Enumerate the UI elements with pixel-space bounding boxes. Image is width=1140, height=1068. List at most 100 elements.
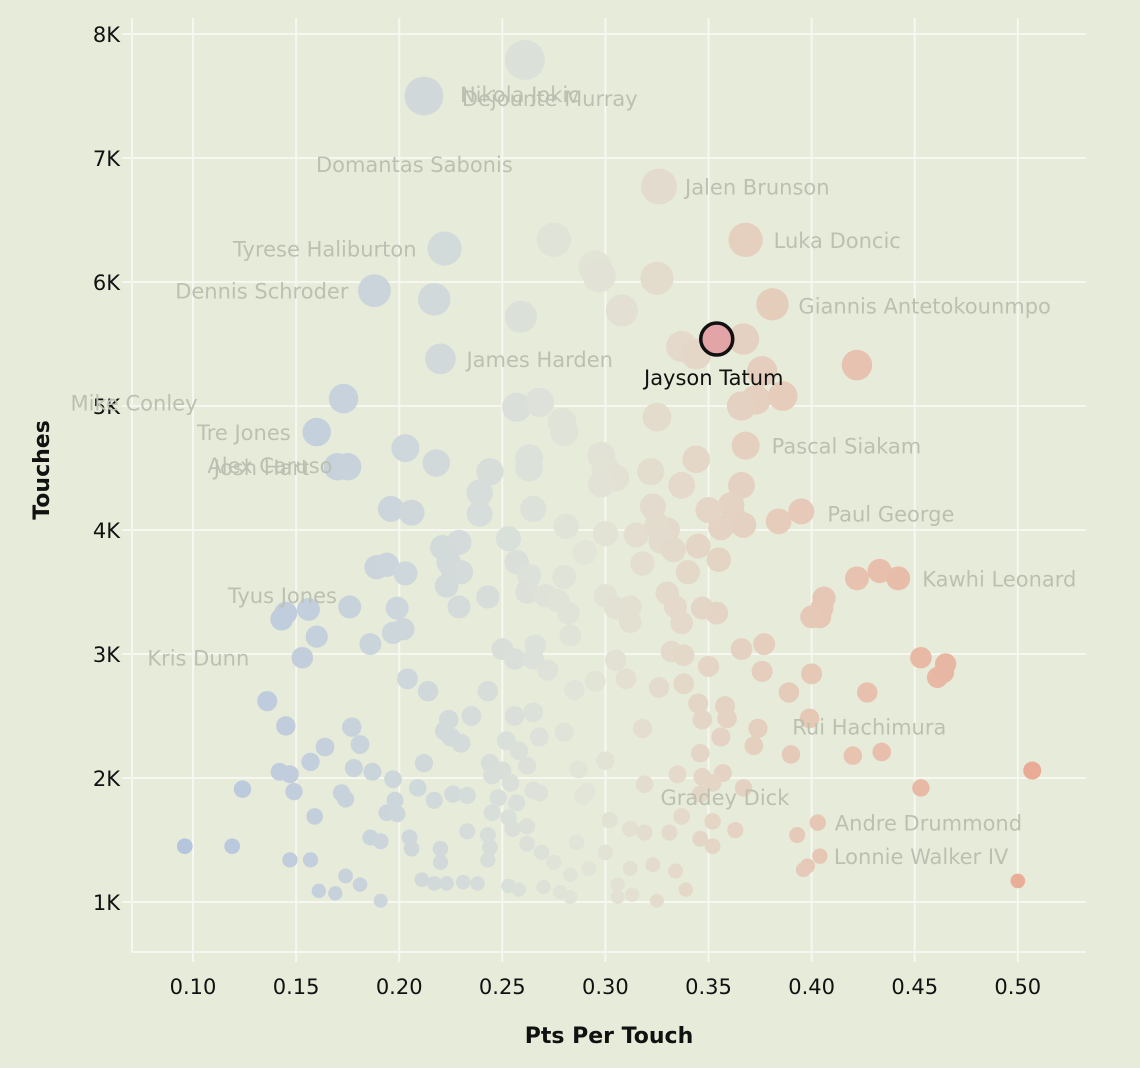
- point-label: Domantas Sabonis: [316, 153, 513, 177]
- data-point: [645, 857, 661, 873]
- data-point: [582, 259, 616, 293]
- data-point: [403, 840, 420, 857]
- data-point: [502, 392, 532, 422]
- data-point: [374, 552, 400, 577]
- data-point: [843, 746, 863, 765]
- data-point: [476, 585, 500, 609]
- data-point: [522, 648, 544, 670]
- data-point: [470, 876, 485, 891]
- data-point: [518, 818, 536, 835]
- data-point: [795, 862, 811, 878]
- data-point: [520, 495, 547, 522]
- data-point: [726, 391, 757, 421]
- data-point: [480, 852, 496, 868]
- data-point: [495, 526, 522, 552]
- data-point: [280, 765, 299, 784]
- point-label: Andre Drummond: [835, 812, 1022, 836]
- data-point: [344, 759, 363, 778]
- data-point: [233, 780, 252, 798]
- x-tick-label: 0.15: [273, 975, 320, 999]
- data-point: [483, 804, 501, 822]
- data-point: [455, 874, 471, 890]
- data-point: [730, 512, 757, 538]
- data-point: [276, 716, 296, 736]
- y-tick-label: 8K: [93, 23, 121, 47]
- x-tick-label: 0.10: [170, 975, 217, 999]
- data-point: [511, 882, 526, 897]
- data-point: [328, 886, 343, 901]
- data-point: [592, 521, 619, 547]
- point-label: Giannis Antetokounmpo: [798, 294, 1050, 318]
- data-point: [328, 383, 359, 414]
- data-point: [637, 458, 665, 486]
- data-point: [563, 889, 578, 905]
- data-point: [697, 655, 720, 678]
- y-axis-ticks: 1K 2K 3K 4K 5K 6K 7K 8K: [93, 23, 121, 915]
- data-point: [536, 222, 572, 258]
- data-point: [338, 595, 362, 619]
- data-point: [801, 663, 823, 685]
- data-point: [604, 649, 627, 671]
- data-point: [291, 646, 314, 669]
- data-point: [556, 601, 580, 625]
- data-point: [257, 691, 278, 712]
- data-point: [717, 708, 737, 729]
- data-point: [285, 782, 303, 801]
- data-point: [867, 558, 892, 584]
- x-tick-label: 0.25: [479, 975, 526, 999]
- data-point: [537, 659, 559, 681]
- data-point: [562, 867, 578, 883]
- data-point: [517, 756, 537, 775]
- data-point: [704, 838, 721, 855]
- data-point: [391, 434, 420, 463]
- data-point: [444, 785, 462, 803]
- data-point: [569, 760, 588, 779]
- point-label: Tyus Jones: [227, 584, 337, 608]
- data-point: [587, 470, 615, 498]
- data-point: [306, 808, 323, 825]
- point-label: Paul George: [827, 502, 954, 526]
- data-point: [447, 595, 471, 619]
- data-point: [661, 537, 686, 563]
- data-point: [1010, 873, 1026, 889]
- data-point: [282, 852, 298, 868]
- data-point: [439, 876, 454, 891]
- data-point: [483, 766, 501, 785]
- data-point: [270, 607, 294, 631]
- data-point: [434, 573, 459, 598]
- data-point: [727, 323, 760, 355]
- data-point: [505, 40, 545, 81]
- data-point: [441, 727, 461, 747]
- data-point: [519, 835, 535, 852]
- data-point: [744, 736, 764, 756]
- data-point: [601, 811, 618, 829]
- data-point: [728, 471, 755, 499]
- x-tick-label: 0.45: [891, 975, 938, 999]
- data-point: [479, 827, 496, 844]
- data-point: [461, 706, 482, 726]
- data-point: [466, 479, 493, 507]
- data-point: [668, 863, 683, 879]
- data-point: [504, 706, 525, 726]
- data-point: [630, 551, 655, 576]
- data-point: [338, 868, 353, 884]
- data-point: [841, 349, 873, 381]
- data-point: [426, 876, 442, 891]
- data-point: [388, 805, 406, 823]
- data-point: [618, 610, 642, 634]
- data-point: [574, 787, 592, 806]
- data-point: [350, 735, 370, 754]
- data-point: [503, 648, 526, 670]
- data-point: [670, 611, 693, 635]
- data-point: [581, 861, 597, 877]
- points: [176, 40, 1042, 908]
- data-point: [584, 670, 606, 692]
- data-point: [414, 753, 434, 773]
- data-point: [675, 560, 700, 585]
- point-label: James Harden: [464, 348, 613, 372]
- y-tick-label: 5K: [93, 395, 121, 419]
- data-point: [668, 471, 696, 499]
- data-point: [605, 294, 639, 327]
- y-tick-label: 7K: [93, 147, 121, 171]
- point-label: Tre Jones: [196, 421, 291, 445]
